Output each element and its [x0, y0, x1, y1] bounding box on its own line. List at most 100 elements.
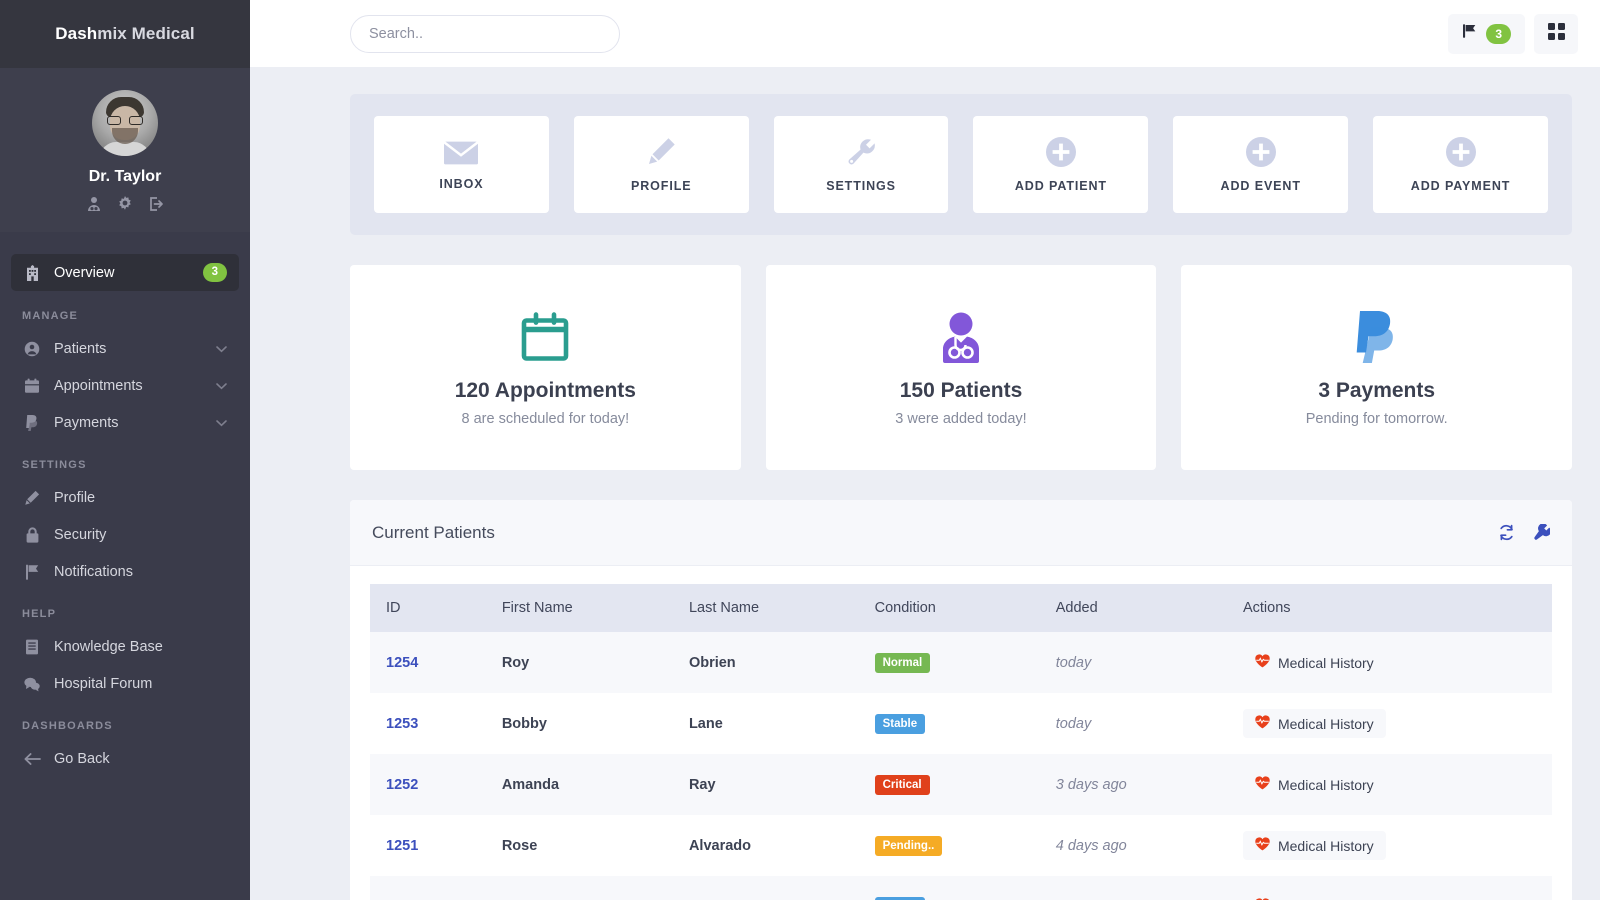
settings-gear-icon[interactable] [117, 196, 133, 212]
quick-action-settings[interactable]: SETTINGS [773, 116, 949, 213]
sidebar-item-overview[interactable]: Overview 3 [11, 254, 239, 291]
sidebar-item-label: Security [54, 527, 107, 543]
quick-action-add-payment[interactable]: ADD PAYMENT [1373, 116, 1548, 213]
nav-section-manage: MANAGE [22, 310, 79, 322]
sidebar-item-label: Profile [54, 490, 96, 506]
medical-history-button[interactable]: Medical History [1242, 770, 1386, 799]
sidebar-item-profile[interactable]: Profile [11, 481, 239, 515]
sidebar-item-label: Go Back [54, 751, 110, 767]
chevron-down-icon [216, 378, 227, 394]
quick-actions-panel: INBOX PROFILE SETTINGS [350, 94, 1572, 235]
table-body: 1254 Roy Obrien Normal today Medical History 1… [370, 632, 1552, 900]
chevron-down-icon [216, 415, 227, 431]
pencil-icon [646, 137, 676, 167]
topbar-actions: 3 [1448, 13, 1578, 54]
grid-apps-icon [1547, 22, 1565, 45]
quick-action-inbox[interactable]: INBOX [374, 116, 549, 213]
stat-subtitle: 8 are scheduled for today! [461, 410, 630, 427]
table-row[interactable]: 1252 Amanda Ray Critical 3 days ago Medical H… [370, 754, 1552, 815]
quick-action-label: PROFILE [631, 178, 692, 193]
heart-pulse-icon [1255, 654, 1270, 671]
cell-added: 5 days ago [1042, 876, 1229, 900]
flag-icon [23, 564, 41, 580]
table-row[interactable]: 1254 Roy Obrien Normal today Medical History [370, 632, 1552, 693]
cell-id[interactable]: 1252 [386, 776, 419, 793]
quick-action-profile[interactable]: PROFILE [573, 116, 749, 213]
cell-last-name: Alvarado [688, 837, 751, 854]
search-input[interactable] [350, 14, 620, 53]
avatar[interactable] [92, 90, 158, 156]
medical-history-button[interactable]: Medical History [1242, 648, 1386, 677]
stat-card-patients[interactable]: 150 Patients 3 were added today! [765, 265, 1157, 470]
cell-first-name: Rose [501, 837, 538, 854]
cell-id[interactable]: 1250 [370, 876, 488, 900]
medical-history-button[interactable]: Medical History [1242, 831, 1386, 860]
col-id: ID [370, 584, 488, 632]
cell-id[interactable]: 1251 [386, 837, 419, 854]
table-row[interactable]: 1251 Rose Alvarado Pending.. 4 days ago Medic… [370, 815, 1552, 876]
cell-id[interactable]: 1253 [386, 715, 419, 732]
plus-circle-icon [1245, 136, 1276, 167]
logout-icon[interactable] [148, 196, 164, 212]
col-added: Added [1041, 584, 1229, 632]
stat-card-payments[interactable]: 3 Payments Pending for tomorrow. [1181, 265, 1573, 470]
user-circle-icon [23, 341, 41, 357]
cell-id[interactable]: 1254 [386, 654, 419, 671]
sidebar-item-security[interactable]: Security [11, 518, 239, 552]
quick-action-label: ADD EVENT [1220, 178, 1301, 193]
calendar-icon [23, 378, 41, 394]
sidebar-item-knowledge-base[interactable]: Knowledge Base [11, 630, 239, 664]
cell-actions: Medical History [1229, 632, 1552, 693]
wrench-icon[interactable] [1533, 524, 1550, 541]
current-patients-card: Current Patients ID First [350, 500, 1572, 900]
cell-first-name: Roy [501, 654, 530, 671]
quick-action-label: ADD PATIENT [1014, 178, 1107, 193]
topbar: 3 [250, 0, 1600, 68]
quick-action-add-event[interactable]: ADD EVENT [1173, 116, 1349, 213]
sidebar-item-hospital-forum[interactable]: Hospital Forum [11, 667, 239, 701]
stat-subtitle: Pending for tomorrow. [1305, 410, 1448, 427]
quick-action-label: SETTINGS [826, 178, 896, 193]
cell-condition: Pending.. [861, 815, 1042, 876]
sidebar-item-label: Appointments [54, 378, 143, 394]
quick-action-label: ADD PAYMENT [1410, 178, 1511, 193]
sidebar-item-label: Patients [54, 341, 107, 357]
nav-section-help: HELP [22, 608, 57, 620]
sidebar-item-patients[interactable]: Patients [11, 332, 239, 366]
medical-history-button[interactable]: Medical History [1242, 892, 1386, 900]
stats-row: 120 Appointments 8 are scheduled for tod… [350, 265, 1573, 470]
card-title: Current Patients [372, 522, 495, 542]
table-row[interactable]: 1250JoseFowler Stable 5 days ago Medical Hi… [370, 876, 1552, 900]
doctor-icon [936, 309, 986, 365]
card-header: Current Patients [350, 500, 1572, 566]
paypal-icon [23, 415, 41, 431]
cell-condition: Critical [861, 754, 1042, 815]
sidebar-item-label: Overview [54, 264, 115, 281]
apps-button[interactable] [1534, 13, 1578, 54]
sidebar-item-payments[interactable]: Payments [11, 406, 239, 440]
plus-circle-icon [1045, 136, 1076, 167]
table-row[interactable]: 1253 Bobby Lane Stable today Medical History [370, 693, 1552, 754]
cell-added: 4 days ago [1055, 837, 1127, 854]
flag-icon [1462, 23, 1478, 44]
sidebar-item-notifications[interactable]: Notifications [11, 555, 239, 589]
status-badge: Critical [874, 774, 930, 795]
profile-icon[interactable] [86, 196, 102, 212]
patients-table: ID First Name Last Name Condition Added … [370, 584, 1552, 900]
medical-history-button[interactable]: Medical History [1242, 709, 1386, 738]
sidebar: Dash mix Medical Dr. Taylor [0, 0, 250, 900]
cell-last-name: Fowler [675, 876, 861, 900]
sidebar-item-go-back[interactable]: Go Back [11, 742, 239, 776]
refresh-icon[interactable] [1498, 524, 1515, 541]
sidebar-item-label: Notifications [54, 564, 133, 580]
notifications-button[interactable]: 3 [1448, 13, 1525, 54]
stat-title: 3 Payments [1318, 378, 1436, 402]
stat-card-appointments[interactable]: 120 Appointments 8 are scheduled for tod… [350, 265, 741, 470]
quick-action-add-patient[interactable]: ADD PATIENT [973, 116, 1149, 213]
brand-logo[interactable]: Dash mix Medical [0, 0, 250, 68]
status-badge: Stable [874, 713, 926, 734]
nav-section-dashboards: DASHBOARDS [22, 720, 113, 732]
cell-first-name: Jose [488, 876, 675, 900]
stat-title: 150 Patients [899, 378, 1023, 402]
sidebar-item-appointments[interactable]: Appointments [11, 369, 239, 403]
